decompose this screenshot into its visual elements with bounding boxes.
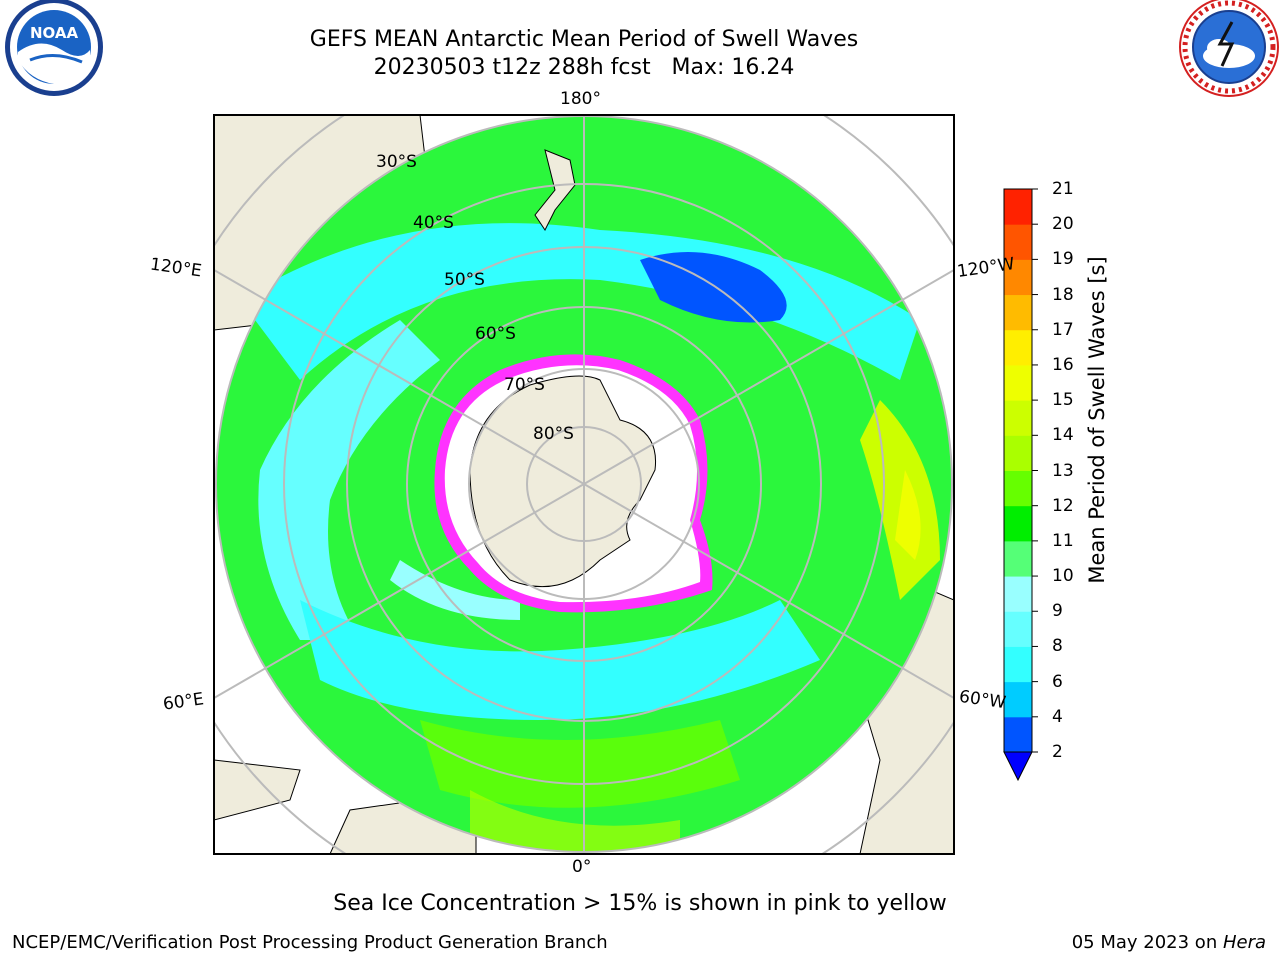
colorbar-tick-label: 12 [1052,495,1074,516]
colorbar-swatch [1004,681,1032,718]
footer-date: 05 May 2023 on Hera [1072,932,1266,954]
colorbar-swatch [1004,540,1032,577]
lat-label-40s: 40°S [413,213,454,233]
colorbar-swatch [1004,189,1032,225]
footer-credit: NCEP/EMC/Verification Post Processing Pr… [12,932,608,953]
footer-host: Hera [1222,932,1266,953]
noaa-logo: NOAA [5,0,103,96]
sea-ice-note: Sea Ice Concentration > 15% is shown in … [333,891,947,916]
map-area [214,115,954,854]
colorbar-tick-label: 21 [1052,179,1074,199]
nws-logo [1179,0,1279,97]
footer-date-text: 05 May 2023 on [1071,932,1223,953]
colorbar-tick-label: 17 [1052,319,1074,340]
lon-label-180: 180° [560,89,601,109]
colorbar-tick-label: 8 [1052,636,1063,657]
map-subtitle-run-info: 20230503 t12z 288h fcst Max: 16.24 [373,55,795,80]
colorbar-tick-label: 10 [1052,566,1074,587]
colorbar-swatch [1004,364,1032,401]
graticule [214,115,954,854]
lat-label-60s: 60°S [475,324,516,344]
colorbar-underflow-arrow [1003,751,1033,782]
colorbar-tick-label: 16 [1052,354,1074,375]
colorbar-swatch [1004,329,1032,366]
colorbar-tick-label: 14 [1052,425,1074,446]
colorbar-swatch [1004,576,1032,612]
colorbar-tick-label: 4 [1052,706,1063,727]
lat-label-70s: 70°S [504,375,545,395]
colorbar-tick-label: 20 [1052,214,1074,235]
map-title: GEFS MEAN Antarctic Mean Period of Swell… [309,27,859,52]
colorbar-swatch [1004,646,1032,683]
colorbar-tick-label: 6 [1052,671,1063,692]
noaa-logo-text: NOAA [30,24,79,42]
lon-label-0: 0° [572,857,592,877]
colorbar [1003,188,1038,782]
new-zealand-land [534,149,576,231]
colorbar-tick-label: 13 [1052,460,1074,481]
colorbar-tick-label: 2 [1052,742,1063,762]
colorbar-label: Mean Period of Swell Waves [s] [1085,256,1109,584]
colorbar-tick-label: 19 [1052,249,1074,270]
colorbar-tick-label: 15 [1052,390,1074,411]
lat-label-80s: 80°S [533,424,574,444]
colorbar-swatch [1004,294,1032,331]
colorbar-swatch [1004,716,1032,753]
map-frame [213,114,955,855]
colorbar-swatch [1004,224,1032,260]
colorbar-tick-label: 11 [1052,530,1074,551]
lat-label-30s: 30°S [376,152,417,172]
colorbar-swatch [1004,470,1032,507]
colorbar-swatch [1004,435,1032,471]
lat-label-50s: 50°S [444,270,485,290]
antarctica-land [469,375,657,588]
colorbar-tick-label: 9 [1052,601,1063,622]
colorbar-swatch [1004,259,1032,296]
colorbar-swatch [1004,400,1032,436]
madagascar-land [214,759,301,821]
colorbar-swatch [1004,611,1032,647]
colorbar-swatch [1004,505,1032,542]
colorbar-tick-label: 18 [1052,284,1074,305]
